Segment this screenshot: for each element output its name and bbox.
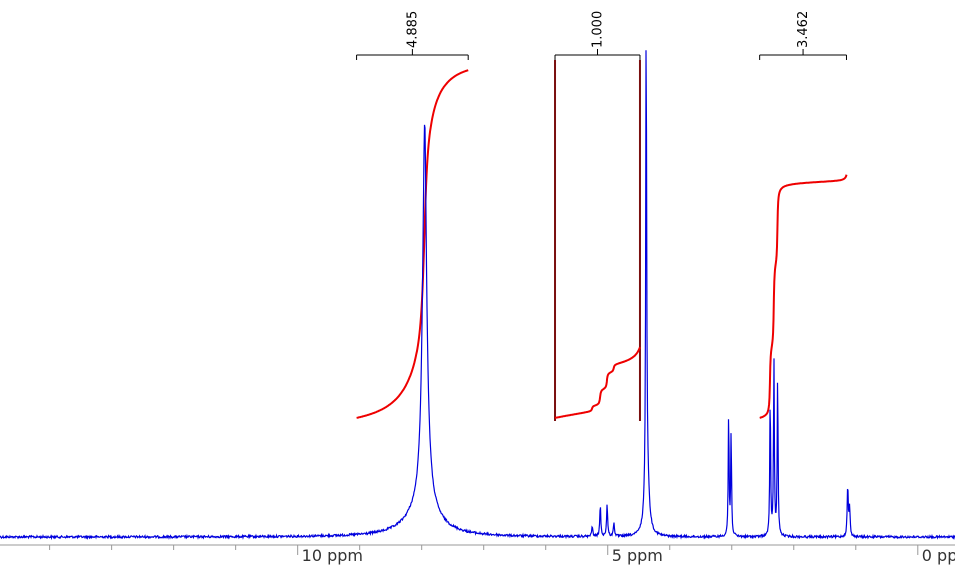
integral-curve <box>356 69 469 419</box>
integral-regions: 4.885 1.000 3.462 <box>356 11 848 421</box>
integral-curve <box>759 174 848 419</box>
integral-value-label: 4.885 <box>405 11 420 48</box>
x-axis-tick-label: 5 ppm <box>612 546 663 565</box>
integral-value-label: 1.000 <box>590 11 605 48</box>
integral-region: 1.000 <box>554 11 641 421</box>
x-axis-tick-label: 0 ppm <box>922 546 955 565</box>
x-axis-tick-label: 10 ppm <box>302 546 363 565</box>
integral-value-label: 3.462 <box>796 11 811 48</box>
x-axis: 10 ppm 5 ppm 0 ppm <box>0 544 955 565</box>
spectrum-layer <box>0 50 955 541</box>
spectrum-trace <box>0 50 955 541</box>
integral-curve <box>554 346 641 419</box>
integral-region: 4.885 <box>356 11 469 419</box>
integral-region: 3.462 <box>759 11 848 419</box>
